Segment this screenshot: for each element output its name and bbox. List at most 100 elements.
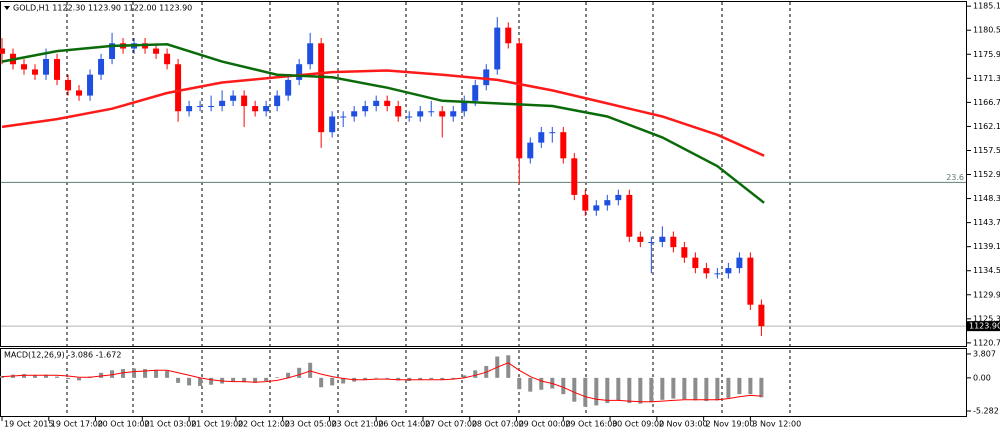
candle-body (87, 74, 94, 96)
y-tick-label: 3.807 (973, 349, 996, 358)
macd-bar (561, 377, 566, 395)
candle-body (76, 90, 83, 96)
candle-body (208, 106, 215, 108)
y-tick-label: 1162.10 (973, 122, 1000, 131)
macd-bar (594, 377, 599, 406)
y-tick-label: 1139.10 (973, 242, 1000, 251)
macd-bar (143, 369, 148, 378)
macd-bar (693, 377, 698, 401)
x-tick-label: 28 Oct 07:00 (472, 420, 524, 429)
candle-body (263, 106, 270, 112)
macd-bar (451, 377, 456, 380)
macd-bar (176, 377, 181, 383)
macd-bar (99, 372, 104, 378)
macd-bar (341, 377, 346, 384)
macd-bar (473, 370, 478, 378)
menu-arrow[interactable] (4, 6, 10, 10)
macd-bar (66, 377, 71, 380)
macd-bar (660, 377, 665, 400)
macd-bar (132, 368, 137, 378)
candle-body (494, 27, 501, 70)
macd-bar (374, 377, 379, 379)
candle-body (197, 106, 204, 108)
candle-body (516, 43, 523, 159)
candle-body (43, 58, 50, 75)
candle-body (736, 257, 743, 269)
macd-bar (704, 377, 709, 402)
candle-body (318, 43, 325, 133)
macd-bar (231, 377, 236, 382)
x-tick-label: 27 Oct 07:00 (425, 420, 477, 429)
macd-bar (726, 377, 731, 398)
y-tick-label: 1129.90 (973, 290, 1000, 299)
candle-body (406, 116, 413, 118)
macd-bar (418, 377, 423, 380)
candle-body (615, 194, 622, 201)
macd-bar (77, 377, 82, 381)
candle-body (714, 273, 721, 275)
macd-bar (22, 374, 27, 378)
candle-body (637, 236, 644, 242)
macd-title: MACD(12,26,9) -3.086 -1.672 (4, 351, 121, 360)
chart-title: GOLD,H1 1122.30 1123.90 1122.00 1123.90 (13, 4, 192, 13)
macd-panel-frame (0, 348, 967, 417)
candle-body (747, 257, 754, 305)
macd-bar (572, 377, 577, 402)
price-label-box (967, 321, 1000, 332)
candle-body (571, 158, 578, 195)
candle-body (384, 100, 391, 107)
candle-body (109, 43, 116, 59)
price-label: 1123.90 (969, 322, 1000, 331)
y-tick-label: 1166.70 (973, 98, 1000, 107)
macd-bar (748, 377, 753, 395)
candle-body (230, 95, 237, 101)
macd-bar (319, 377, 324, 388)
macd-bar (440, 377, 445, 380)
macd-bar (385, 377, 390, 379)
candle-body (703, 268, 710, 274)
x-tick-label: 2 Nov 19:00 (706, 420, 755, 429)
candle-body (527, 142, 534, 159)
macd-bar (253, 377, 258, 383)
x-tick-label: 19 Oct 2015 (4, 420, 53, 429)
candle-body (670, 236, 677, 248)
y-tick-label: 1175.90 (973, 50, 1000, 59)
macd-bar (517, 377, 522, 390)
macd-bar (682, 377, 687, 400)
candle-body (395, 106, 402, 117)
y-tick-label: 1180.50 (973, 26, 1000, 35)
macd-bar (110, 370, 115, 378)
macd-bar (187, 377, 192, 386)
candle-body (307, 43, 314, 65)
candle-body (164, 53, 171, 65)
y-tick-label: 0.00 (973, 373, 991, 382)
candle-body (65, 79, 72, 91)
macd-bar (44, 374, 49, 378)
macd-bar (165, 370, 170, 378)
macd-bar (759, 377, 764, 398)
candle-body (593, 205, 600, 211)
candle-body (648, 241, 655, 243)
x-tick-label: 29 Oct 16:00 (565, 420, 617, 429)
y-tick-label: 1171.30 (973, 74, 1000, 83)
candle-body (417, 111, 424, 117)
x-tick-label: 29 Oct 00:00 (519, 420, 571, 429)
candle-body (252, 106, 259, 112)
moving-average (1, 69, 765, 157)
candle-body (626, 194, 633, 237)
candle-body (175, 64, 182, 112)
candle-body (450, 111, 457, 117)
macd-bar (737, 377, 742, 395)
macd-bar (264, 377, 269, 381)
candle-body (296, 64, 303, 80)
x-tick-label: 20 Oct 10:00 (98, 420, 150, 429)
macd-bar (506, 355, 511, 378)
candle-body (351, 111, 358, 117)
candle-body (54, 58, 61, 80)
macd-bar (297, 367, 302, 378)
candle-body (472, 85, 479, 101)
macd-bar (605, 377, 610, 403)
candle-body (560, 132, 567, 159)
macd-bar (671, 377, 676, 399)
